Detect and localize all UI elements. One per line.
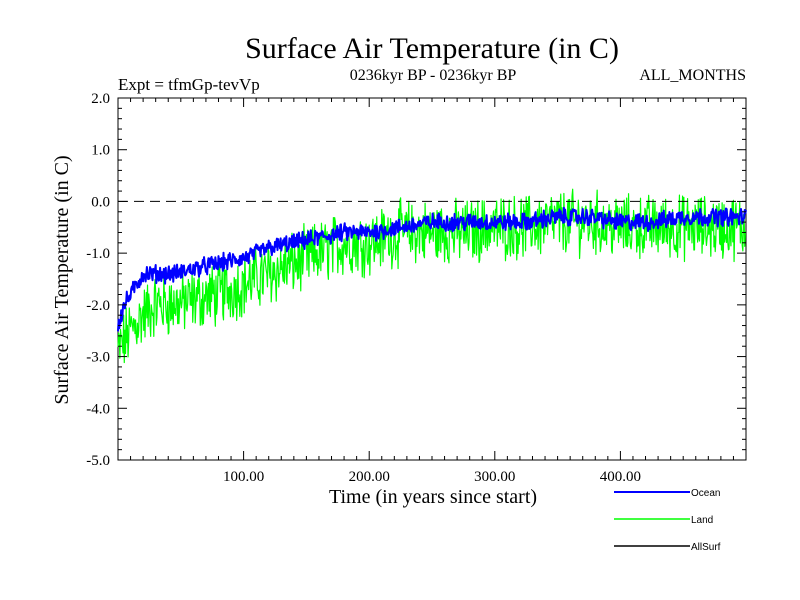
legend-label-allsurf: AllSurf — [691, 542, 721, 553]
legend-label-land: Land — [691, 515, 713, 526]
y-tick-label: -4.0 — [86, 401, 110, 417]
y-tick-label: -5.0 — [86, 453, 110, 469]
chart-subtitle-right: ALL_MONTHS — [639, 67, 746, 84]
x-axis-label: Time (in years since start) — [329, 486, 537, 508]
x-tick-label: 400.00 — [600, 469, 641, 485]
legend: Ocean Land AllSurf — [614, 488, 721, 553]
x-tick-label: 300.00 — [474, 469, 515, 485]
x-axis-ticks: 100.00 200.00 300.00 400.00 — [130, 98, 734, 485]
y-tick-label: 1.0 — [91, 143, 110, 159]
x-tick-label: 100.00 — [223, 469, 264, 485]
chart-title: Surface Air Temperature (in C) — [245, 32, 619, 65]
legend-label-ocean: Ocean — [691, 488, 720, 499]
y-tick-label: -3.0 — [86, 350, 110, 366]
plot-area — [117, 97, 747, 461]
chart-subtitle-center: 0236kyr BP - 0236kyr BP — [350, 67, 517, 84]
y-tick-label: -2.0 — [86, 298, 110, 314]
y-tick-label: 0.0 — [91, 194, 110, 210]
y-axis-ticks: -5.0 -4.0 -3.0 -2.0 -1.0 0.0 1.0 2.0 — [86, 91, 746, 469]
y-tick-label: 2.0 — [91, 91, 110, 107]
chart-subtitle-left: Expt = tfmGp-tevVp — [118, 75, 260, 94]
x-tick-label: 200.00 — [349, 469, 390, 485]
y-tick-label: -1.0 — [86, 246, 110, 262]
series-layer — [117, 188, 747, 364]
series-ocean-line — [117, 206, 747, 332]
series-land-line — [117, 188, 747, 364]
y-axis-label: Surface Air Temperature (in C) — [51, 155, 73, 404]
